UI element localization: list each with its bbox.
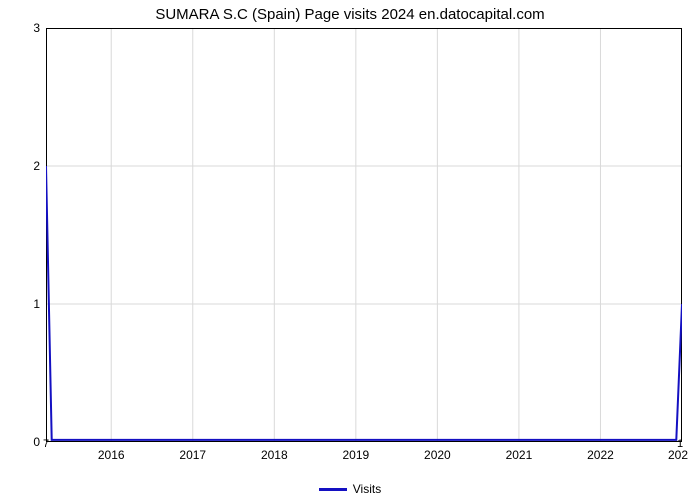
plot-area — [46, 28, 682, 442]
chart-title: SUMARA S.C (Spain) Page visits 2024 en.d… — [0, 6, 700, 23]
chart-container: { "chart": { "type": "line", "title": "S… — [0, 0, 700, 500]
legend: Visits — [0, 481, 700, 496]
plot-svg — [46, 28, 682, 442]
legend-label: Visits — [353, 482, 381, 496]
legend-swatch — [319, 488, 347, 491]
